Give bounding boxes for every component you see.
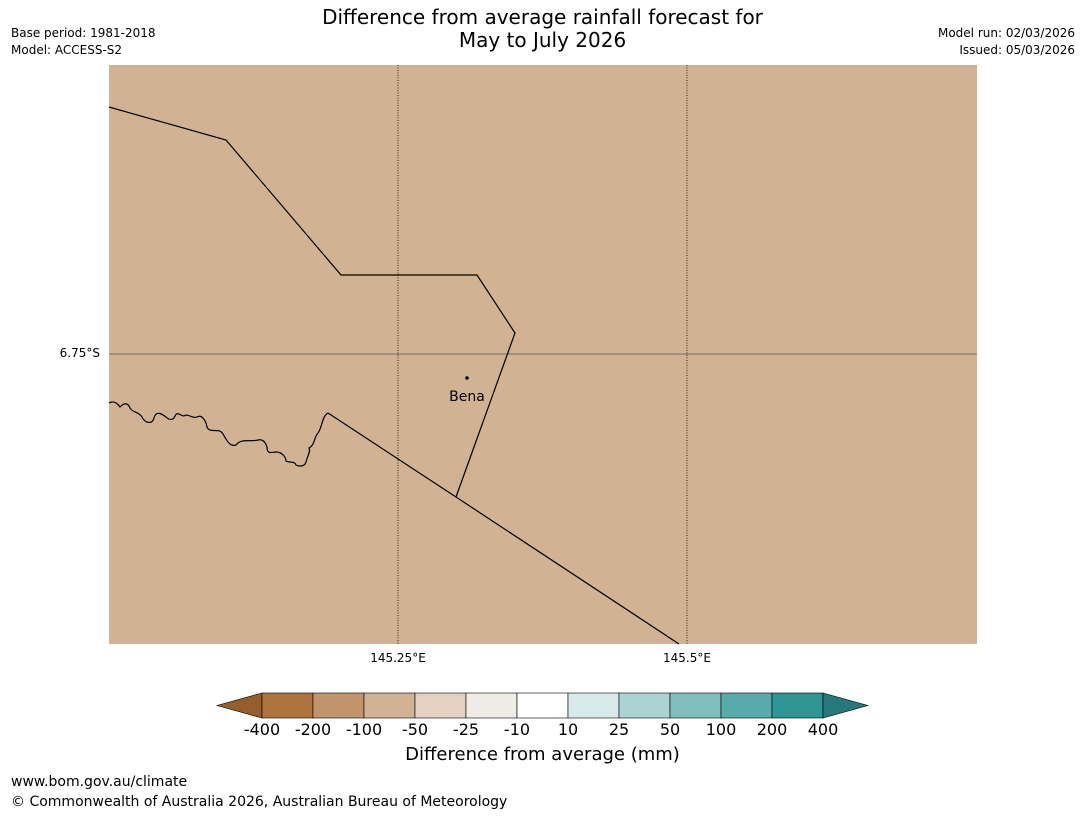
colorbar-tick-label: 400 [808, 720, 839, 739]
issued-date: Issued: 05/03/2026 [959, 43, 1075, 57]
colorbar-tick-label: 50 [660, 720, 680, 739]
base-period: Base period: 1981-2018 [11, 26, 156, 40]
province-boundary-south [327, 412, 680, 645]
colorbar-tick-label: 10 [558, 720, 578, 739]
title-line-1: Difference from average rainfall forecas… [322, 5, 763, 29]
meta-left: Base period: 1981-2018 Model: ACCESS-S2 [11, 25, 156, 59]
colorbar-bin [618, 692, 671, 719]
province-boundary-north [108, 106, 516, 498]
colorbar-tick-label: -200 [295, 720, 331, 739]
colorbar-bin [669, 692, 722, 719]
colorbar-bin [720, 692, 773, 719]
colorbar-bin [567, 692, 620, 719]
footer-url[interactable]: www.bom.gov.au/climate [11, 774, 188, 790]
colorbar-bin [771, 692, 824, 719]
footer-copyright: © Commonwealth of Australia 2026, Austra… [11, 794, 508, 810]
colorbar-extend-low [215, 692, 263, 719]
meta-right: Model run: 02/03/2026 Issued: 05/03/2026 [938, 25, 1075, 59]
legend-title: Difference from average (mm) [405, 744, 680, 765]
colorbar-bin [363, 692, 416, 719]
map-land-area [109, 65, 977, 644]
colorbar-tick-label: -400 [244, 720, 280, 739]
latitude-label: 6.75°S [59, 346, 100, 360]
colorbar-extend-high [822, 692, 870, 719]
longitude-label-1: 145.25°E [370, 651, 426, 665]
place-label-bena: Bena [449, 389, 485, 405]
colorbar-bin [414, 692, 467, 719]
model-run: Model run: 02/03/2026 [937, 26, 1075, 40]
longitude-label-2: 145.5°E [663, 651, 711, 665]
colorbar-tick-label: -10 [504, 720, 530, 739]
colorbar-tick-label: 25 [609, 720, 629, 739]
river-line [108, 401, 329, 467]
map-title: Difference from average rainfall forecas… [0, 6, 1085, 52]
colorbar-bin [516, 692, 569, 719]
colorbar-bin [261, 692, 314, 719]
colorbar-bin [465, 692, 518, 719]
bena-marker [465, 376, 469, 380]
model-name: Model: ACCESS-S2 [11, 43, 123, 57]
colorbar-tick-label: 200 [757, 720, 788, 739]
colorbar-tick-label: -25 [453, 720, 479, 739]
colorbar-legend: -400 -200 -100 -50 -25 -10 10 25 50 100 200 400 [215, 692, 870, 739]
title-line-2: May to July 2026 [458, 28, 627, 52]
map: Bena [108, 65, 977, 645]
colorbar-tick-label: -100 [346, 720, 382, 739]
colorbar-tick-label: 100 [706, 720, 737, 739]
colorbar-tick-label: -50 [402, 720, 428, 739]
colorbar-bin [312, 692, 365, 719]
